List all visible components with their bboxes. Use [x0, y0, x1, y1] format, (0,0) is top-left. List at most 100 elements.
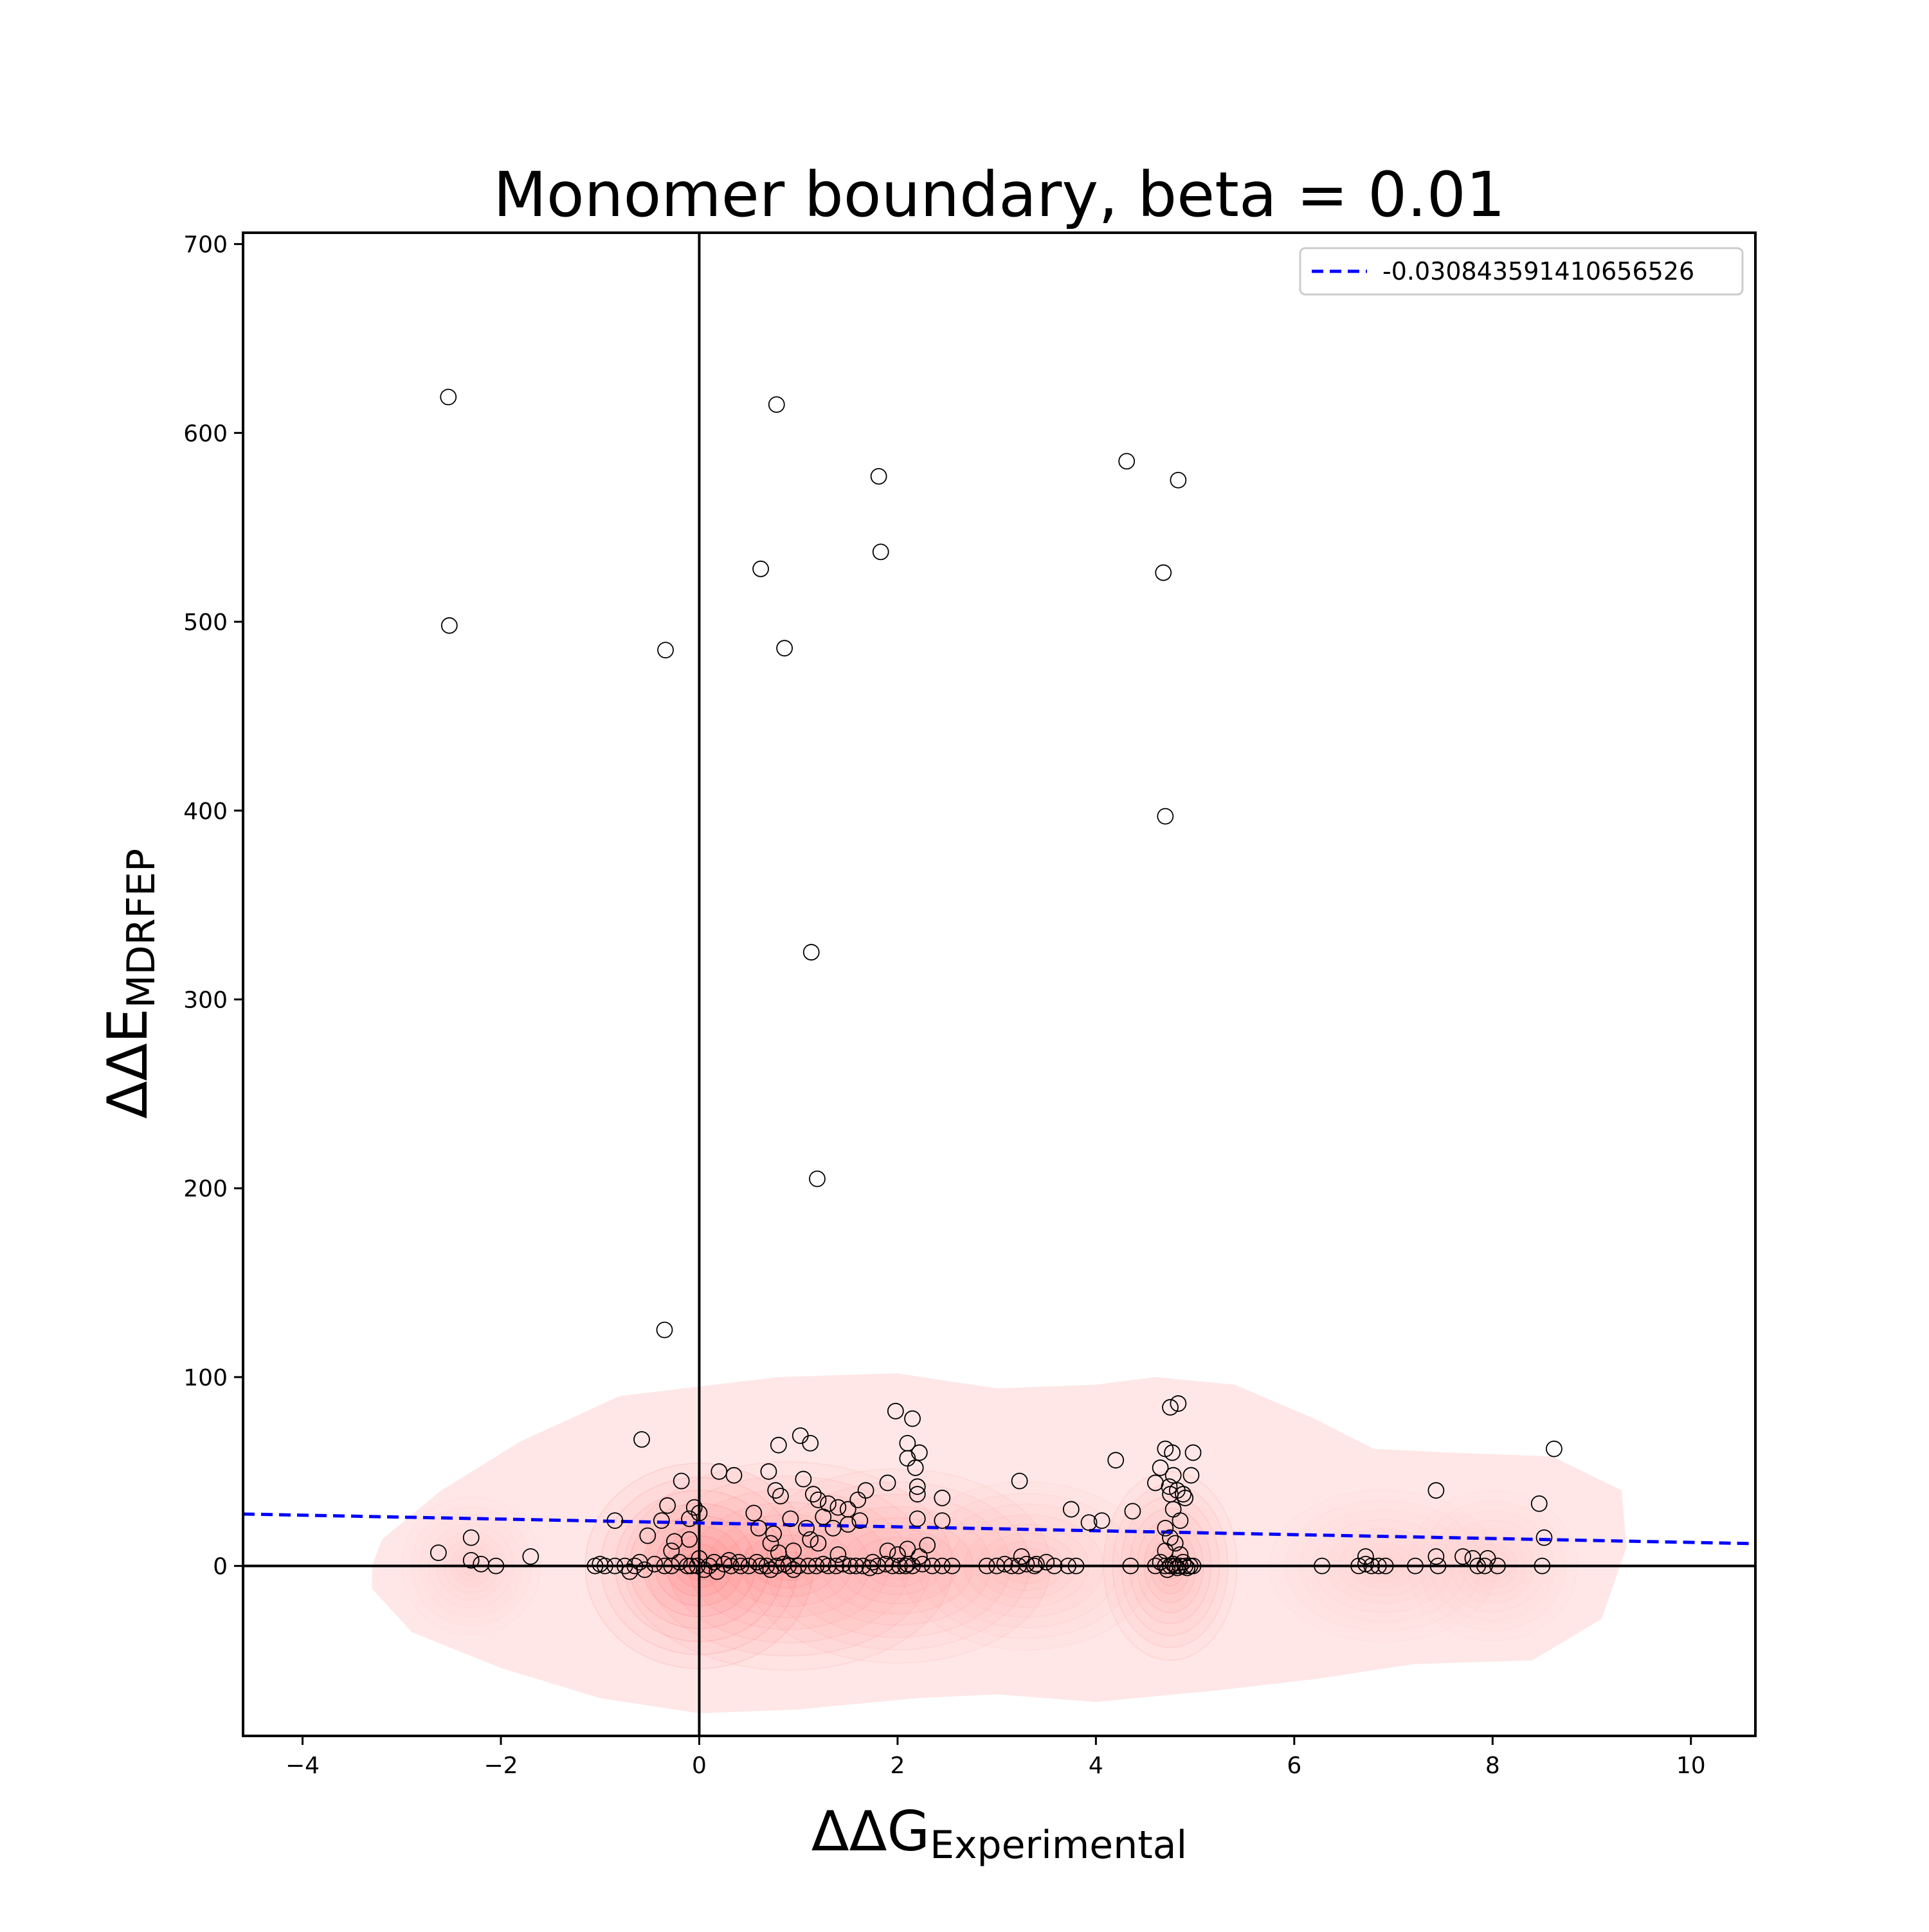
x-tick-label: 4	[1089, 1753, 1103, 1779]
data-point-210	[720, 1551, 738, 1569]
data-point-154	[847, 1557, 865, 1575]
x-tick-label: −4	[285, 1753, 320, 1779]
data-point-7	[872, 543, 889, 561]
data-point-11	[1157, 808, 1174, 825]
data-point-6	[752, 560, 769, 577]
data-point-136	[732, 1557, 750, 1575]
y-tick-label: 600	[183, 420, 228, 447]
data-point-53	[1170, 1395, 1187, 1412]
data-point-106	[879, 1542, 896, 1560]
data-point-12	[802, 944, 820, 961]
data-point-74	[1546, 1440, 1562, 1458]
data-point-173	[1026, 1557, 1043, 1575]
data-point-2	[870, 467, 887, 485]
data-point-21	[802, 1434, 819, 1452]
data-point-8	[1155, 564, 1172, 581]
data-point-4	[1170, 471, 1187, 489]
data-point-164	[923, 1557, 941, 1575]
y-tick-label: 500	[183, 609, 228, 636]
data-point-182	[1159, 1561, 1176, 1578]
data-point-103	[829, 1546, 847, 1563]
data-point-140	[758, 1557, 775, 1575]
data-point-75	[1427, 1482, 1445, 1499]
data-point-101	[802, 1531, 819, 1548]
data-point-172	[1018, 1555, 1035, 1573]
data-point-51	[1107, 1452, 1125, 1469]
data-point-189	[1177, 1557, 1194, 1575]
data-point-76	[1530, 1495, 1548, 1512]
data-point-176	[1060, 1557, 1077, 1575]
y-tick-label: 300	[183, 987, 228, 1013]
data-point-48	[1062, 1501, 1080, 1518]
data-point-39	[910, 1444, 928, 1461]
data-point-30	[815, 1508, 832, 1526]
data-point-45	[934, 1490, 951, 1506]
y-tick-label: 0	[213, 1554, 228, 1580]
data-point-146	[790, 1557, 807, 1575]
data-point-214	[1028, 1555, 1045, 1573]
data-point-102	[810, 1535, 827, 1552]
data-point-192	[1184, 1557, 1202, 1575]
data-point-88	[681, 1510, 698, 1528]
data-point-196	[1363, 1557, 1381, 1575]
data-point-110	[919, 1537, 936, 1554]
legend-label: -0.030843591410656526	[1382, 257, 1694, 285]
data-point-206	[606, 1557, 624, 1575]
x-tick-label: 6	[1287, 1753, 1301, 1779]
data-point-95	[765, 1525, 783, 1542]
x-tick-label: −2	[484, 1753, 518, 1779]
data-point-5	[440, 617, 458, 634]
data-point-212	[864, 1553, 882, 1571]
data-point-36	[887, 1402, 904, 1420]
data-point-84	[653, 1512, 670, 1530]
data-point-121	[626, 1557, 644, 1575]
data-point-68	[1172, 1512, 1189, 1530]
data-point-195	[1357, 1555, 1374, 1573]
data-point-177	[1067, 1557, 1085, 1575]
data-point-78	[1427, 1548, 1445, 1565]
data-point-198	[1377, 1557, 1394, 1575]
data-point-54	[1162, 1399, 1179, 1416]
data-point-44	[909, 1510, 926, 1528]
y-axis-label-subscript: MDRFEP	[119, 849, 164, 1008]
data-point-160	[891, 1557, 908, 1575]
y-tick-label: 400	[183, 799, 228, 825]
data-point-29	[782, 1510, 799, 1528]
data-point-200	[1429, 1557, 1447, 1575]
data-point-105	[851, 1512, 869, 1530]
x-tick-label: 10	[1676, 1753, 1706, 1779]
data-point-89	[639, 1527, 657, 1544]
data-point-99	[798, 1520, 815, 1537]
data-point-31	[829, 1499, 847, 1516]
data-point-79	[1454, 1548, 1471, 1565]
data-point-62	[1161, 1478, 1178, 1495]
data-point-178	[1122, 1557, 1139, 1575]
data-point-190	[1179, 1559, 1196, 1576]
data-point-19	[770, 1436, 787, 1454]
data-point-13	[809, 1170, 826, 1187]
data-point-107	[889, 1546, 906, 1563]
data-point-26	[804, 1486, 822, 1503]
data-point-35	[879, 1474, 896, 1492]
data-point-137	[740, 1557, 757, 1575]
data-point-3	[1118, 453, 1136, 470]
x-tick-label: 0	[692, 1753, 707, 1779]
data-point-203	[1489, 1557, 1506, 1575]
data-point-202	[1476, 1557, 1493, 1575]
data-point-165	[934, 1557, 951, 1575]
data-point-42	[909, 1478, 926, 1495]
data-point-167	[978, 1557, 995, 1575]
data-point-144	[780, 1557, 797, 1575]
regression-line-group	[243, 1512, 1755, 1546]
data-point-34	[857, 1482, 874, 1499]
data-point-148	[808, 1557, 825, 1575]
data-point-52	[1124, 1503, 1141, 1520]
data-point-199	[1407, 1557, 1424, 1575]
data-point-24	[767, 1482, 784, 1499]
data-point-85	[659, 1497, 676, 1514]
data-point-161	[897, 1557, 914, 1575]
data-point-187	[1172, 1557, 1189, 1575]
data-point-15	[633, 1431, 650, 1448]
data-point-207	[621, 1563, 638, 1580]
